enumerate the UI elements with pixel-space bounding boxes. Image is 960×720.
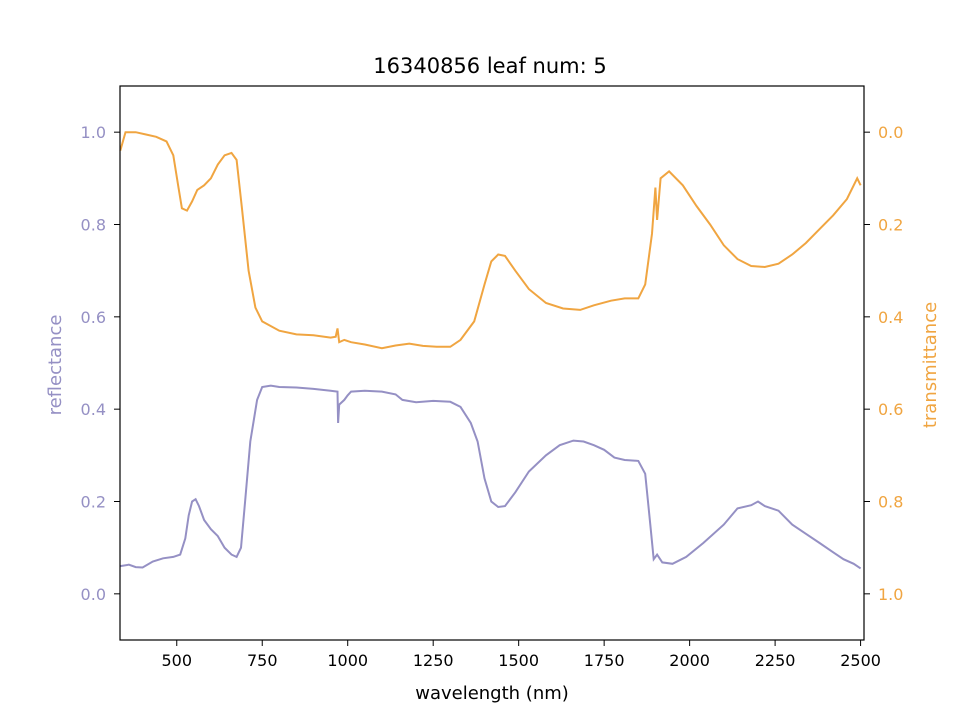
y-left-axis-ticks: 0.0 0.2 0.4 0.6 0.8 1.0 xyxy=(81,123,120,604)
y-left-tick-label: 0.4 xyxy=(81,400,106,419)
x-tick-label: 500 xyxy=(161,651,192,670)
y-left-tick-label: 0.0 xyxy=(81,585,106,604)
y-left-tick-label: 0.2 xyxy=(81,493,106,512)
x-tick-label: 1500 xyxy=(498,651,539,670)
y-right-axis-ticks: 0.0 0.2 0.4 0.6 0.8 1.0 xyxy=(864,123,903,604)
x-tick-label: 1250 xyxy=(413,651,454,670)
x-tick-label: 2500 xyxy=(840,651,881,670)
x-axis-ticks: 500 750 1000 1250 1500 1750 2000 2250 2500 xyxy=(161,640,881,670)
y-left-axis-label: reflectance xyxy=(45,315,66,416)
transmittance-line xyxy=(119,131,862,350)
plot-area xyxy=(119,131,862,570)
chart-title: 16340856 leaf num: 5 xyxy=(373,54,606,78)
y-right-axis-label: transmittance xyxy=(920,302,941,428)
y-right-tick-label: 0.4 xyxy=(878,308,903,327)
x-tick-label: 1000 xyxy=(327,651,368,670)
axes-frame xyxy=(119,85,865,641)
y-right-tick-label: 0.6 xyxy=(878,400,903,419)
x-axis-label: wavelength (nm) xyxy=(415,683,569,704)
y-right-tick-label: 0.8 xyxy=(878,493,903,512)
y-left-tick-label: 0.6 xyxy=(81,308,106,327)
reflectance-line xyxy=(120,384,862,570)
x-tick-label: 2000 xyxy=(669,651,710,670)
y-right-tick-label: 1.0 xyxy=(878,585,903,604)
x-tick-label: 1750 xyxy=(584,651,625,670)
y-left-tick-label: 0.8 xyxy=(81,216,106,235)
y-right-tick-label: 0.0 xyxy=(878,123,903,142)
y-right-tick-label: 0.2 xyxy=(878,216,903,235)
x-tick-label: 2250 xyxy=(755,651,796,670)
y-left-tick-label: 1.0 xyxy=(81,123,106,142)
x-tick-label: 750 xyxy=(247,651,278,670)
